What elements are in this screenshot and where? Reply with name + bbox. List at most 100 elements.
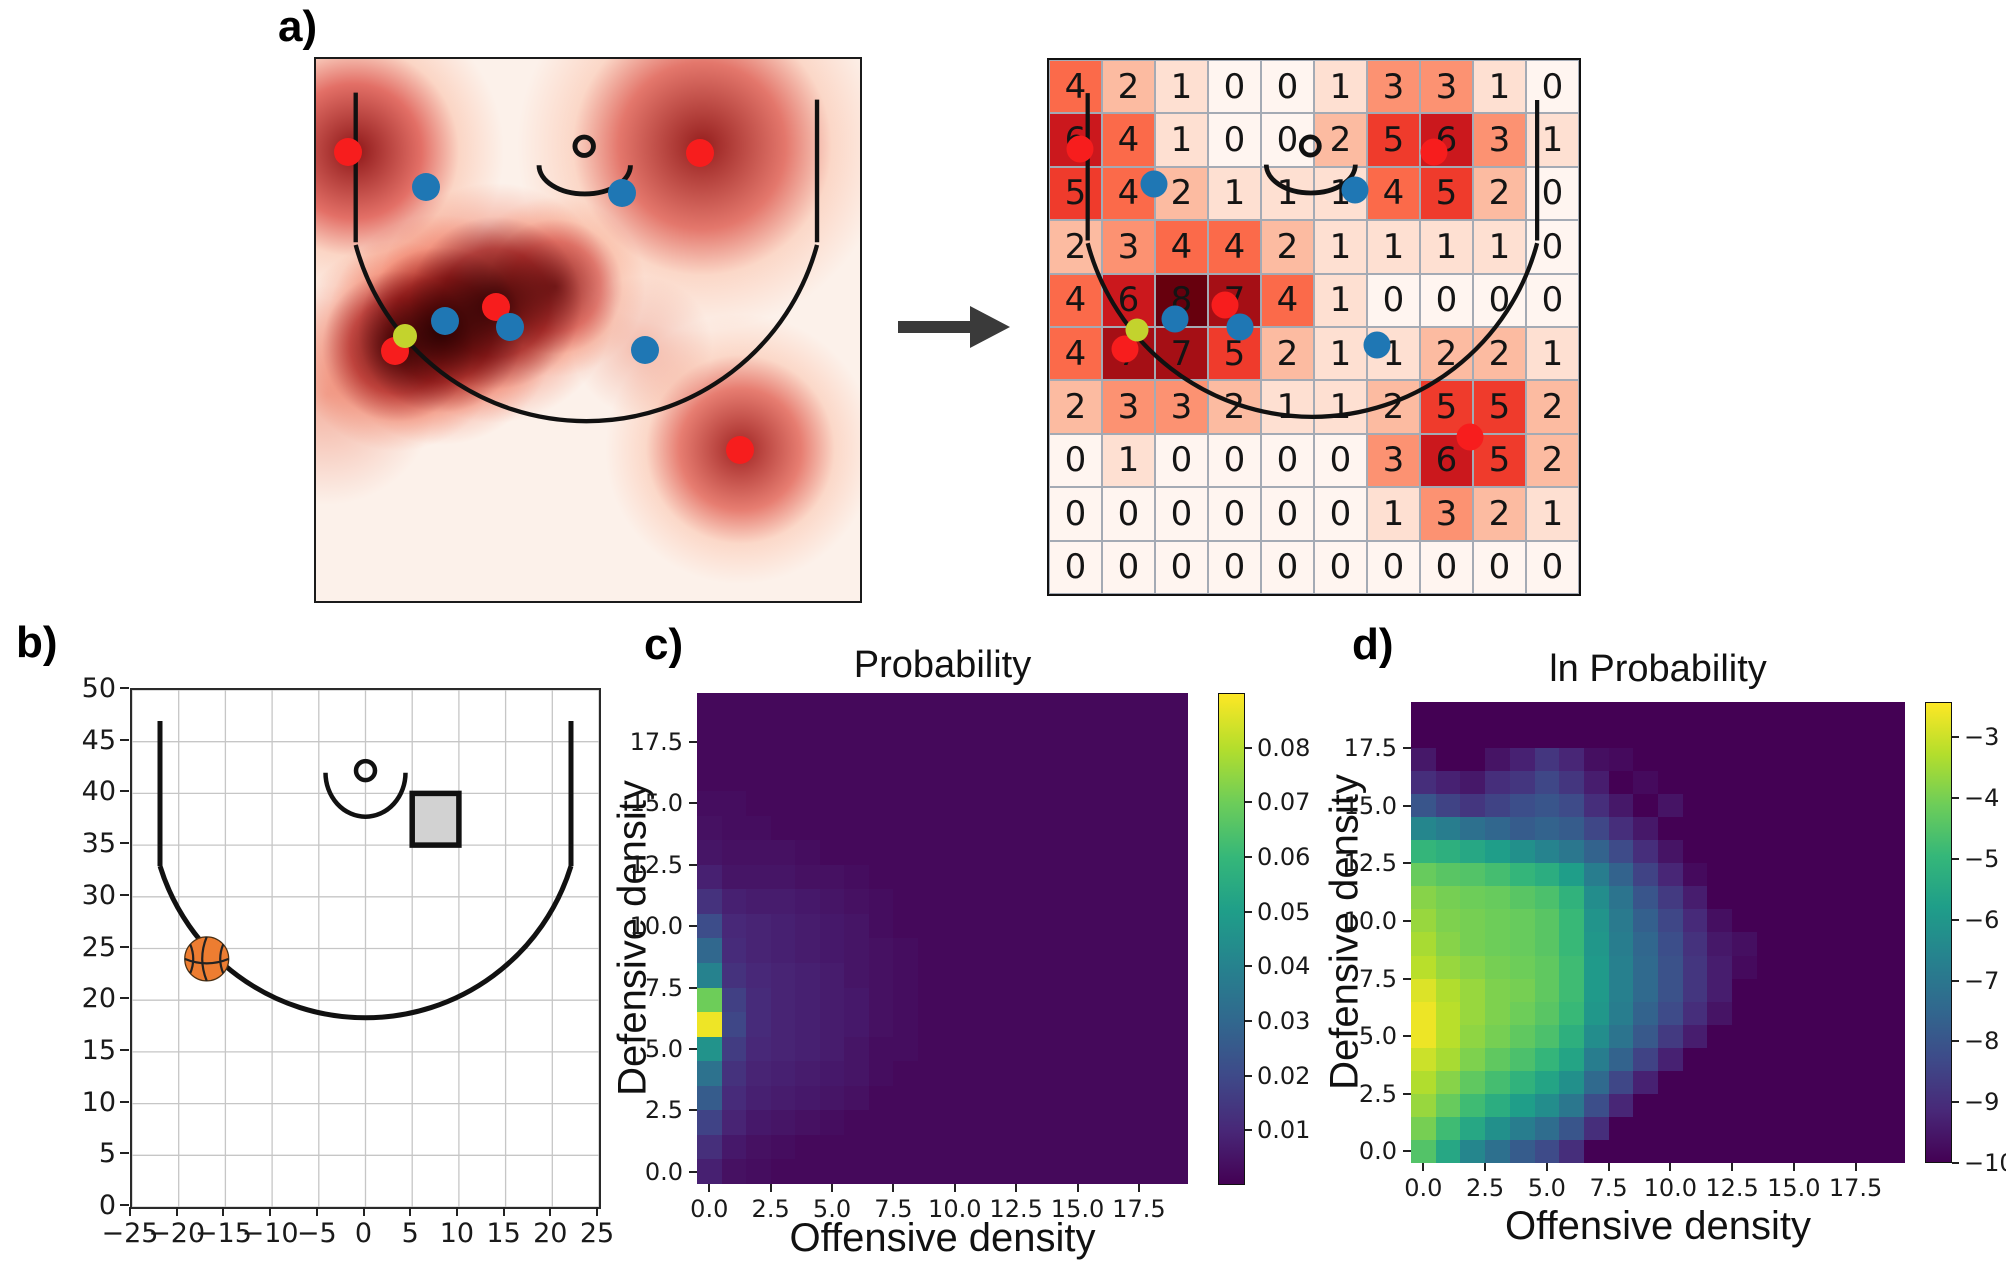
heatmap-cell	[746, 840, 771, 865]
heatmap-cell	[1065, 889, 1090, 914]
kde-court-panel	[314, 57, 862, 603]
heatmap-cell	[868, 1061, 894, 1086]
target-square	[409, 790, 462, 848]
heatmap-cell	[917, 987, 943, 1013]
probability-colorbar	[1218, 693, 1245, 1185]
heatmap-cell	[1534, 748, 1560, 772]
heatmap-cell	[967, 1085, 992, 1111]
heatmap-cell	[1707, 1047, 1733, 1071]
heatmap-cell	[1435, 1070, 1461, 1094]
heatmap-cell	[1163, 1134, 1188, 1160]
hoop-icon	[1298, 134, 1322, 158]
heatmap-cell	[1608, 702, 1634, 726]
heatmap-cell	[868, 766, 894, 792]
heatmap-cell	[1163, 1110, 1188, 1135]
heatmap-cell	[795, 938, 820, 964]
heatmap-cell	[1880, 1093, 1905, 1117]
count-value: 2	[1276, 226, 1299, 267]
count-grid-cell: 1	[1102, 433, 1155, 488]
heatmap-cell	[697, 913, 722, 939]
x-tick-label: 5.0	[1527, 1174, 1566, 1202]
heatmap-cell	[1855, 748, 1881, 772]
heatmap-cell	[1756, 817, 1782, 841]
heatmap-cell	[1682, 771, 1708, 795]
heatmap-cell	[746, 742, 771, 767]
heatmap-cell	[1089, 791, 1115, 816]
count-grid-cell: 5	[1049, 166, 1102, 221]
count-value: 2	[1541, 387, 1564, 428]
heatmap-cell	[1559, 1047, 1584, 1071]
heatmap-cell	[1460, 794, 1486, 818]
heatmap-cell	[1682, 840, 1708, 864]
count-value: 0	[1276, 547, 1299, 588]
heatmap-cell	[1830, 794, 1856, 818]
heatmap-cell	[1732, 886, 1757, 910]
heatmap-cell	[1658, 771, 1683, 795]
heatmap-cell	[1658, 1070, 1683, 1094]
heatmap-cell	[1114, 1159, 1139, 1184]
heatmap-cell	[1065, 913, 1090, 939]
heatmap-cell	[1534, 817, 1560, 841]
ln-probability-colorbar	[1925, 702, 1952, 1163]
count-grid-cell: 0	[1261, 487, 1314, 541]
heatmap-cell	[1460, 748, 1486, 772]
heatmap-cell	[991, 913, 1017, 939]
count-grid-cell: 1	[1314, 273, 1367, 327]
heatmap-cell	[1756, 1024, 1782, 1048]
heatmap-cell	[844, 1110, 869, 1135]
heatmap-cell	[1806, 771, 1831, 795]
heatmap-cell	[1163, 913, 1188, 939]
hoop-icon	[353, 758, 378, 783]
count-value: 2	[1329, 120, 1352, 161]
colorbar-tick-label: −8	[1964, 1027, 2000, 1056]
heatmap-cell	[1583, 932, 1609, 956]
count-value: 4	[1064, 66, 1087, 107]
heatmap-cell	[1756, 771, 1782, 795]
heatmap-cell	[819, 815, 845, 841]
heatmap-cell	[967, 1061, 992, 1086]
heatmap-cell	[1485, 909, 1510, 933]
heatmap-cell	[1608, 1070, 1634, 1094]
heatmap-cell	[1089, 742, 1115, 767]
heatmap-cell	[1509, 886, 1535, 910]
heatmap-cell	[1880, 771, 1905, 795]
heatmap-cell	[1016, 1085, 1041, 1111]
count-value: 1	[1435, 226, 1458, 267]
heatmap-cell	[1040, 889, 1066, 914]
heatmap-cell	[1016, 1134, 1041, 1160]
count-value: 0	[1276, 66, 1299, 107]
count-value: 2	[1064, 226, 1087, 267]
heatmap-cell	[1460, 886, 1486, 910]
heatmap-cell	[942, 889, 968, 914]
count-grid-cells: 4210013310641002563154211145202344211110…	[1049, 60, 1579, 594]
heatmap-cell	[1138, 791, 1164, 816]
heatmap-cell	[1830, 1139, 1856, 1163]
defense-player-dot	[630, 335, 659, 364]
heatmap-cell	[1509, 794, 1535, 818]
heatmap-cell	[1756, 1001, 1782, 1025]
count-value: 2	[1276, 333, 1299, 374]
heatmap-cell	[1880, 748, 1905, 772]
y-tick-mark	[120, 1204, 129, 1206]
count-grid-cell: 4	[1102, 113, 1155, 167]
heatmap-cell	[819, 791, 845, 816]
heatmap-cell	[1633, 886, 1658, 910]
count-grid-cell: 0	[1526, 273, 1579, 327]
heatmap-cell	[1138, 1159, 1164, 1184]
heatmap-cell	[967, 766, 992, 792]
heatmap-cell	[1682, 1047, 1708, 1071]
heatmap-cell	[1509, 840, 1535, 864]
heatmap-cell	[721, 963, 747, 988]
heatmap-cell	[991, 864, 1017, 890]
y-tick-label: 17.5	[629, 728, 683, 757]
count-value: 2	[1170, 173, 1193, 214]
heatmap-cell	[1781, 1024, 1807, 1048]
heatmap-cell	[967, 791, 992, 816]
heatmap-cell	[1880, 1001, 1905, 1025]
heatmap-cell	[1163, 1061, 1188, 1086]
heatmap-cell	[1855, 1001, 1881, 1025]
heatmap-cell	[1089, 864, 1115, 890]
heatmap-cell	[1707, 1116, 1733, 1140]
y-tick-label: 50	[81, 673, 116, 704]
x-tick-mark	[269, 1207, 272, 1216]
